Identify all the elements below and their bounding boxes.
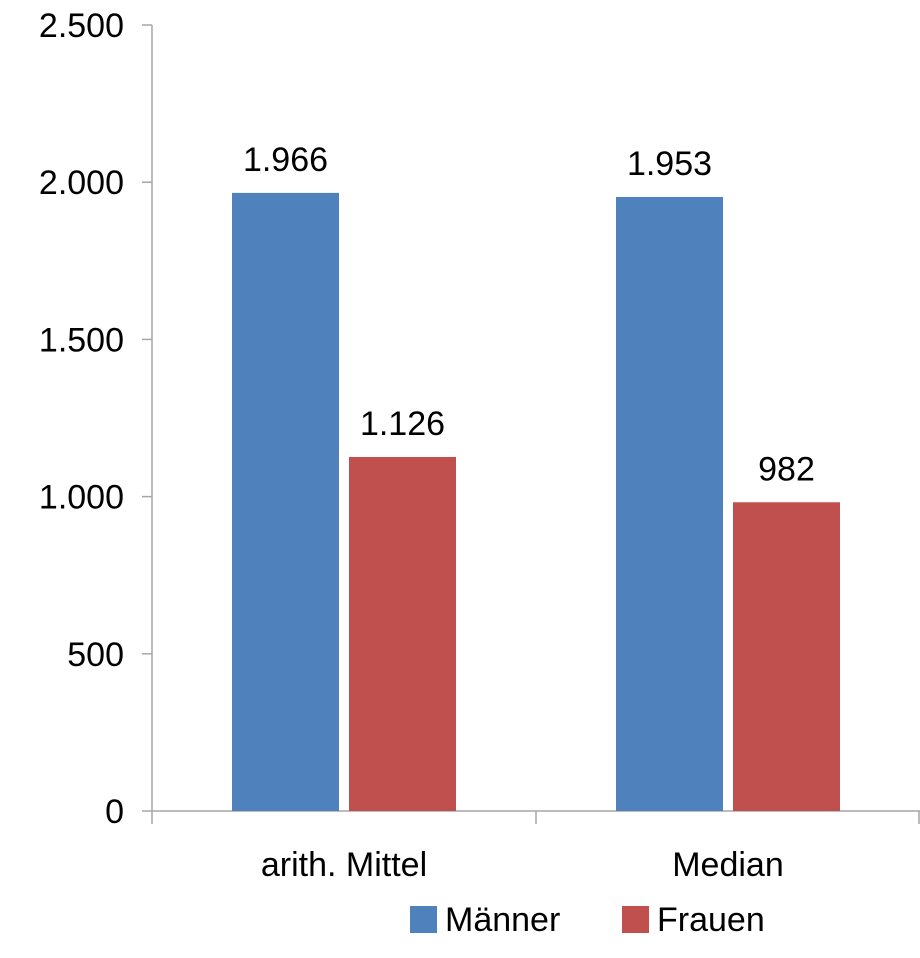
y-axis: 0 500 1.000 1.500 2.000 2.500 [39,7,153,831]
category-label: arith. Mittel [261,846,427,884]
x-axis: arith. Mittel Median [151,810,920,884]
bar-frauen [349,456,456,811]
legend-label: Frauen [657,901,765,939]
bar-männer [232,192,339,812]
data-label: 1.126 [360,405,445,443]
category-label: Median [672,846,784,884]
data-labels: 1.966 1.126 1.953 982 [243,141,815,488]
data-label: 1.966 [243,141,328,179]
legend-label: Männer [445,901,560,939]
y-tick-label: 1.500 [39,321,124,359]
y-tick-label: 0 [105,793,124,831]
y-tick-label: 2.500 [39,7,124,45]
bar-frauen [733,502,840,811]
y-tick-label: 500 [67,636,124,674]
legend: Männer Frauen [410,901,765,939]
bar-männer [616,196,723,811]
data-label: 982 [758,450,815,488]
bars [232,192,840,812]
y-tick-label: 1.000 [39,479,124,517]
legend-swatch [622,906,649,933]
y-tick-label: 2.000 [39,164,124,202]
data-label: 1.953 [627,145,712,183]
legend-swatch [410,906,437,933]
